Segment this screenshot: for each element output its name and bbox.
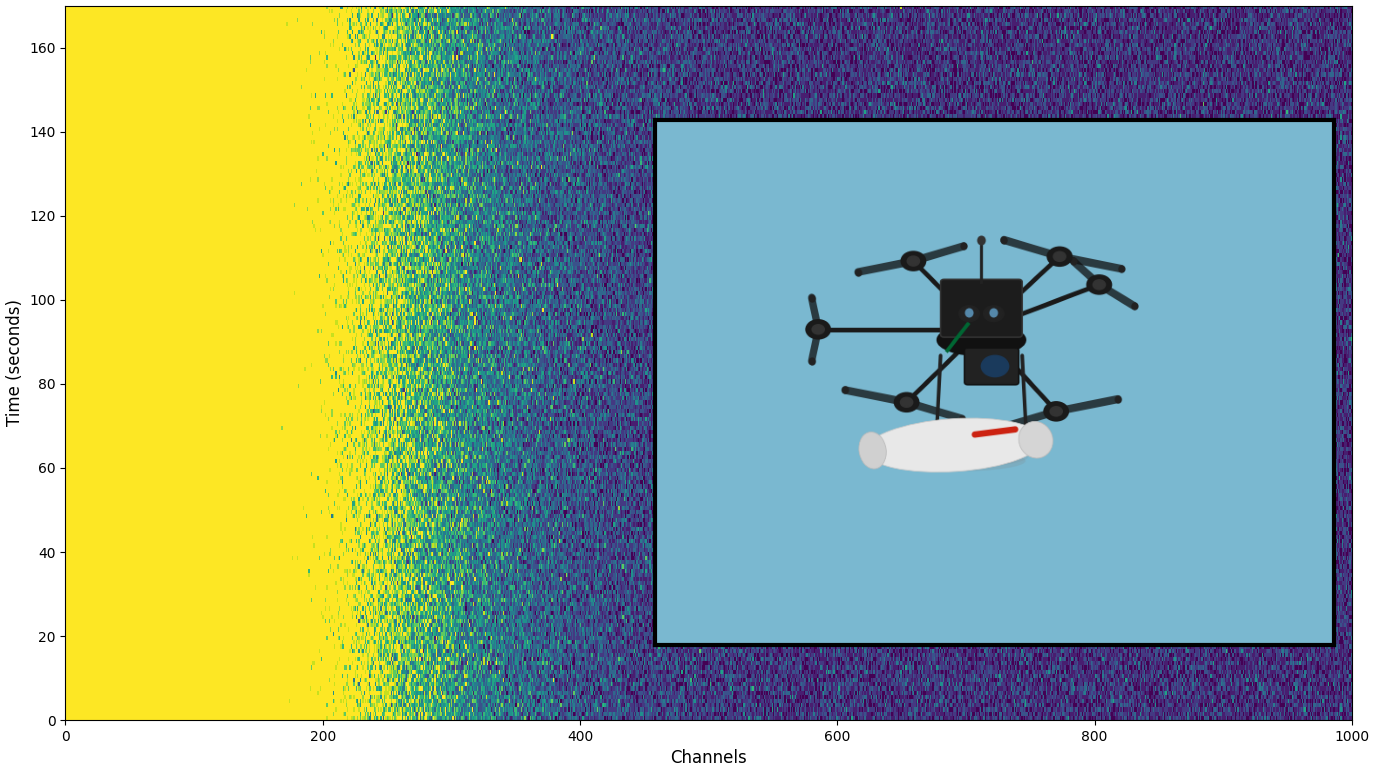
X-axis label: Channels: Channels xyxy=(670,750,747,768)
Y-axis label: Time (seconds): Time (seconds) xyxy=(6,299,23,427)
